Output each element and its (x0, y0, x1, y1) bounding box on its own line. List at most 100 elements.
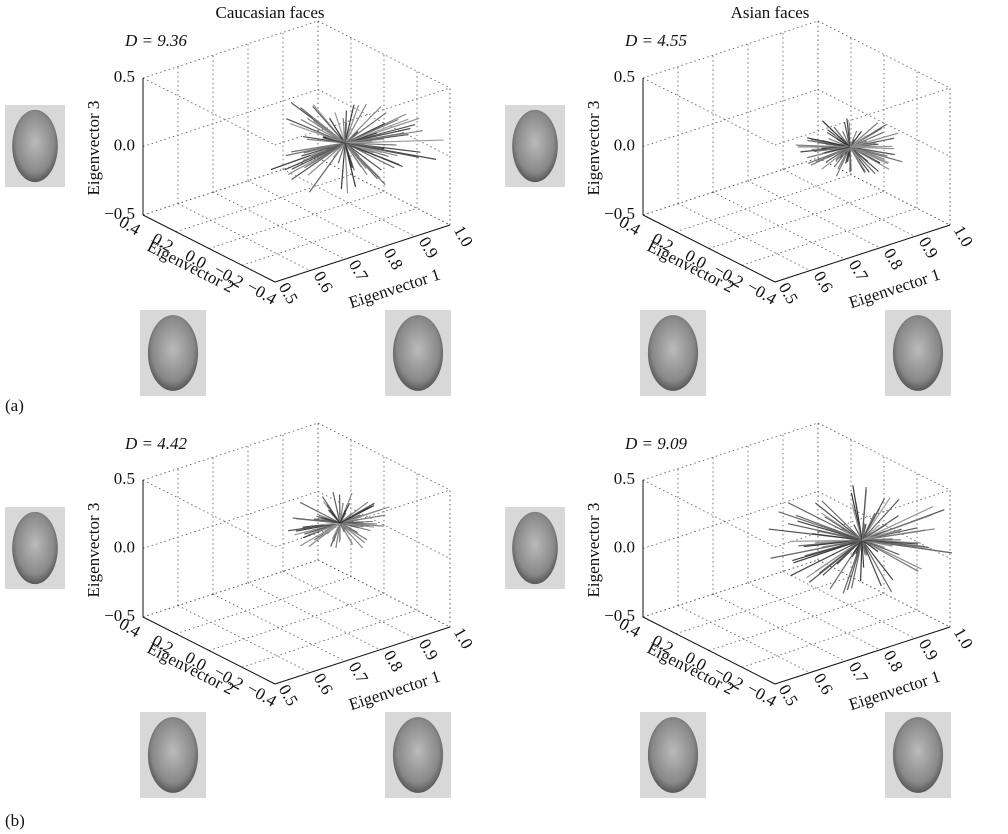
vector-line (860, 539, 863, 582)
vector-line (824, 516, 863, 541)
vector-line (808, 539, 863, 583)
grid-line (208, 191, 385, 249)
grid-line (741, 207, 918, 266)
grid-line (142, 559, 319, 618)
vector-line (344, 142, 381, 179)
z-tick-label: −0.5 (604, 204, 635, 223)
vector-line (344, 118, 409, 144)
vector-line (861, 539, 919, 545)
vector-line (337, 142, 346, 164)
z-axis-label: Eigenvector 3 (584, 503, 603, 598)
vector-line (849, 142, 877, 148)
grid-line (774, 489, 951, 548)
grid-line (642, 559, 819, 618)
row-label: (b) (5, 811, 25, 830)
vector-line (344, 104, 360, 144)
vector-line (312, 120, 346, 144)
vector-line (312, 106, 346, 144)
x-tick-label: 0.9 (915, 234, 942, 262)
x-tick-label: 0.6 (810, 268, 837, 296)
x-tick-label: 0.8 (880, 245, 907, 273)
face-image (505, 105, 565, 187)
face-image (5, 105, 65, 187)
vector-line (339, 522, 366, 544)
face-shape (392, 315, 444, 391)
grid-line (642, 89, 819, 147)
vector-line (828, 138, 851, 148)
grid-line (642, 479, 776, 548)
vector-line (861, 498, 886, 541)
x-tick-label: 0.8 (880, 647, 907, 675)
vector-line (344, 112, 387, 144)
x-tick-label: 0.9 (415, 234, 442, 262)
face-shape (147, 315, 199, 391)
row-label: (a) (5, 396, 24, 415)
face-image (885, 310, 951, 396)
grid-line (175, 576, 352, 635)
x-tick-label: 0.7 (345, 658, 372, 686)
vector-line (344, 104, 355, 144)
grid-line (675, 174, 852, 233)
x-tick-label: 1.0 (950, 222, 977, 250)
vector-line (849, 146, 895, 156)
z-tick-label: −0.5 (604, 606, 635, 625)
vector-line (811, 533, 863, 541)
vector-line (861, 539, 893, 593)
grid-line (708, 191, 885, 249)
axis-line (774, 626, 951, 685)
vector-line (344, 130, 423, 144)
x-tick-label: 0.9 (415, 636, 442, 664)
face-shape (512, 511, 558, 585)
vector-line (344, 142, 357, 187)
grid-line (247, 582, 381, 651)
vector-line (849, 146, 879, 172)
vector-line (339, 501, 369, 524)
grid-line (241, 207, 418, 266)
x-tick-label: 0.5 (275, 279, 302, 307)
face-image (5, 507, 65, 589)
vector-line (849, 122, 879, 148)
vector-line (852, 539, 863, 554)
vector-line (835, 146, 851, 177)
grid-line (782, 169, 916, 237)
vector-line (299, 501, 341, 524)
vector-line (849, 146, 852, 171)
vector-line (332, 142, 346, 158)
face-image (385, 712, 451, 798)
grid-line (747, 180, 881, 249)
x-tick-label: 1.0 (950, 624, 977, 652)
face-image (640, 712, 706, 798)
grid-line (282, 169, 416, 237)
face-image (385, 310, 451, 396)
x-tick-label: 0.6 (310, 268, 337, 296)
face-image (140, 712, 206, 798)
axis-line (642, 616, 776, 685)
vector-line (861, 539, 882, 587)
vector-line (334, 112, 346, 144)
vector-line (861, 539, 893, 547)
axis-line (774, 224, 951, 283)
grid-line (274, 489, 451, 548)
grid-line (712, 191, 846, 260)
grid-line (212, 191, 346, 260)
x-tick-label: 0.5 (275, 681, 302, 709)
z-tick-label: 0.0 (614, 537, 635, 556)
vector-line (861, 523, 866, 541)
plot-panel: −0.50.00.50.40.20.0−0.2−0.40.5 0.6 0.7 0.8 0… (505, 422, 977, 798)
vector-line (841, 146, 851, 156)
grid-line (142, 77, 276, 146)
vector-line (321, 517, 341, 524)
grid-line (642, 422, 819, 481)
z-tick-label: 0.0 (114, 135, 135, 154)
x-tick-label: 0.6 (810, 670, 837, 698)
d-label: D = 4.42 (124, 434, 187, 453)
vector-line (339, 521, 364, 524)
axis-line (142, 214, 276, 283)
vector-line (815, 146, 851, 163)
grid-line (212, 593, 346, 662)
vector-line (842, 539, 863, 594)
grid-line (142, 479, 276, 548)
vector-line (861, 539, 894, 581)
grid-line (241, 609, 418, 668)
grid-line (774, 87, 951, 146)
